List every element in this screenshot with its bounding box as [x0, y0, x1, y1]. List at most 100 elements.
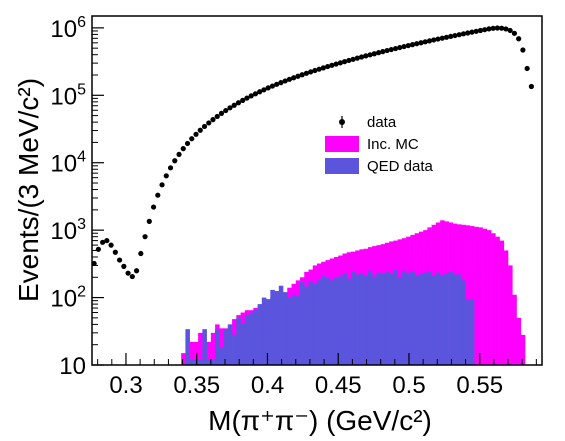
hist-bar	[270, 289, 275, 365]
data-point	[329, 62, 335, 68]
hist-bar	[486, 230, 492, 365]
hist-bar	[431, 275, 437, 365]
hist-bar	[202, 329, 207, 365]
data-point	[121, 263, 127, 269]
data-point	[176, 151, 182, 157]
hist-bar	[397, 277, 403, 365]
hist-bar	[410, 271, 415, 365]
data-point	[380, 49, 386, 55]
hist-bar	[219, 328, 224, 365]
hist-bar	[278, 285, 284, 365]
hist-bar	[389, 273, 394, 365]
data-point	[482, 27, 488, 33]
hist-bar	[295, 296, 301, 365]
data-point	[486, 26, 492, 32]
data-point	[286, 76, 293, 82]
x-tick-label: 0.4	[251, 372, 284, 399]
data-point	[223, 107, 229, 114]
hist-bar	[435, 272, 441, 365]
data-point	[448, 33, 454, 40]
data-point	[384, 47, 390, 54]
hist-bar	[465, 299, 471, 365]
data-point	[100, 239, 106, 245]
hist-bar	[512, 294, 517, 365]
hist-bar	[253, 310, 258, 365]
data-point	[231, 102, 237, 108]
data-point	[494, 25, 501, 31]
y-tick-label: 103	[50, 216, 86, 245]
hist-bar	[478, 227, 483, 365]
data-points-layer	[91, 25, 534, 280]
data-point	[193, 131, 199, 137]
hist-bar	[461, 280, 466, 365]
data-point	[469, 29, 475, 35]
data-point	[363, 53, 369, 59]
data-point	[129, 273, 135, 280]
hist-bar	[321, 275, 326, 365]
data-point	[189, 136, 195, 142]
data-point	[163, 173, 169, 179]
data-point	[252, 91, 259, 97]
data-point	[490, 25, 496, 31]
y-tick-base: 10	[50, 218, 77, 245]
data-point	[358, 54, 365, 60]
data-point	[341, 59, 348, 65]
hist-bar	[469, 226, 475, 365]
data-point	[511, 30, 518, 36]
hist-bar	[266, 299, 271, 365]
hist-bar	[317, 279, 322, 365]
hist-bar	[240, 322, 246, 365]
legend-entry: Inc. MC	[325, 136, 419, 153]
data-point	[367, 52, 373, 58]
hist-bar	[346, 278, 352, 365]
hist-bar	[372, 276, 377, 365]
data-point	[172, 158, 178, 164]
data-point	[214, 113, 220, 120]
hist-bar	[508, 265, 513, 365]
data-point	[414, 41, 420, 47]
legend-swatch	[325, 136, 359, 152]
hist-bar	[210, 332, 216, 365]
data-point	[439, 35, 445, 41]
data-point	[350, 56, 356, 62]
hist-bar	[350, 271, 356, 365]
data-point	[104, 237, 110, 244]
hist-bar	[342, 273, 348, 365]
x-axis-title: M(π⁺π⁻) (GeV/c²)	[208, 405, 432, 436]
hist-bar	[423, 272, 428, 365]
hist-bar	[448, 271, 454, 365]
data-point	[235, 100, 242, 106]
hist-bar	[329, 280, 335, 365]
data-point	[426, 38, 433, 44]
hist-bar	[440, 275, 445, 365]
hist-bar	[223, 329, 229, 365]
data-point	[375, 50, 382, 56]
data-point	[133, 268, 140, 274]
histogram-layer	[181, 220, 526, 365]
data-point	[320, 65, 326, 71]
data-point	[388, 46, 394, 53]
data-point	[291, 75, 297, 81]
hist-bar	[227, 324, 233, 365]
hist-bar	[406, 273, 411, 365]
hist-bar	[257, 304, 263, 365]
y-tick-label: 104	[50, 149, 86, 178]
data-point	[520, 47, 526, 53]
hist-bar	[185, 329, 190, 365]
data-point	[325, 63, 331, 70]
hist-bar	[325, 278, 331, 365]
hist-bar	[236, 317, 241, 365]
y-tick-label: 106	[50, 14, 86, 43]
hist-bar	[418, 273, 424, 365]
data-point	[528, 83, 534, 90]
legend: data Inc. MC QED data	[325, 114, 434, 175]
hist-bar	[520, 334, 526, 365]
data-point	[112, 249, 118, 255]
data-point	[167, 165, 174, 171]
data-point	[333, 61, 339, 67]
data-point	[201, 123, 208, 130]
hist-bar	[206, 341, 212, 365]
hist-bar	[219, 347, 224, 365]
hist-bar	[359, 273, 364, 365]
